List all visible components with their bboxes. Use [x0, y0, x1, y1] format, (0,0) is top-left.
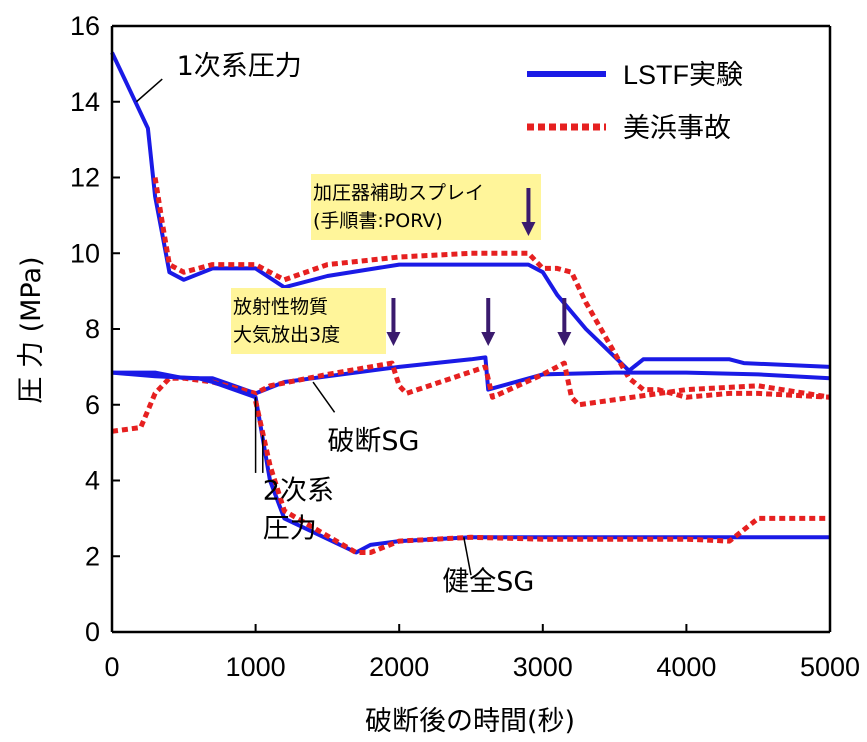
y-tick-label: 16 — [70, 11, 100, 41]
y-tick-label: 14 — [70, 87, 100, 117]
y-tick-label: 10 — [70, 238, 100, 268]
y-tick-label: 12 — [70, 163, 100, 193]
callout-line: 大気放出3度 — [233, 324, 340, 346]
arrows — [386, 188, 572, 346]
legend: LSTF実験 美浜事故 — [527, 60, 743, 143]
callout-arrow-head — [481, 332, 496, 346]
x-tick-label: 4000 — [656, 652, 716, 682]
y-axis-title: 圧 力 (MPa) — [16, 256, 47, 403]
x-tick-label: 5000 — [800, 652, 860, 682]
x-tick-label: 1000 — [226, 652, 286, 682]
series-annotation: 2次系 — [263, 475, 334, 506]
series-annotation: 1次系圧力 — [177, 51, 302, 82]
x-tick-label: 3000 — [513, 652, 573, 682]
callout-radioactive-release: 放射性物質 大気放出3度 — [231, 288, 386, 354]
x-tick-label: 0 — [104, 652, 119, 682]
series-line-lstf-4 — [111, 370, 830, 555]
series-line-mihama-5 — [253, 400, 830, 555]
legend-label-mihama: 美浜事故 — [623, 113, 731, 143]
series-annotation: 健全SG — [442, 566, 534, 597]
callout-pressurizer-spray: 加圧器補助スプレイ (手順書:PORV) — [311, 174, 541, 240]
annotation-leader-line — [312, 381, 336, 413]
y-tick-label: 2 — [85, 541, 100, 571]
annotation-leader-line — [463, 537, 472, 576]
callout-line: 放射性物質 — [233, 296, 328, 318]
legend-label-lstf: LSTF実験 — [623, 60, 743, 90]
series-annotation: 破断SG — [327, 426, 419, 457]
series-layer — [110, 51, 831, 555]
callout-highlight — [311, 174, 541, 240]
y-tick-label: 6 — [85, 390, 100, 420]
callout-line: (手順書:PORV) — [313, 210, 443, 232]
callout-arrow-head — [386, 332, 401, 346]
y-tick-label: 0 — [85, 617, 100, 647]
annotation-leader-line — [135, 78, 163, 103]
callout-highlight — [231, 288, 386, 354]
y-tick-label: 8 — [85, 314, 100, 344]
y-tick-label: 4 — [85, 466, 100, 496]
callout-line: 加圧器補助スプレイ — [313, 182, 484, 204]
ticks: 0 1000 2000 3000 4000 5000 0 2 4 6 8 10 12 14 16 — [70, 11, 860, 682]
callout-arrow-head — [557, 332, 572, 346]
x-axis-title: 破断後の時間(秒) — [365, 706, 575, 737]
series-annotation: 圧力 — [263, 513, 317, 544]
callout-arrow-head — [521, 222, 536, 236]
x-tick-label: 2000 — [369, 652, 429, 682]
